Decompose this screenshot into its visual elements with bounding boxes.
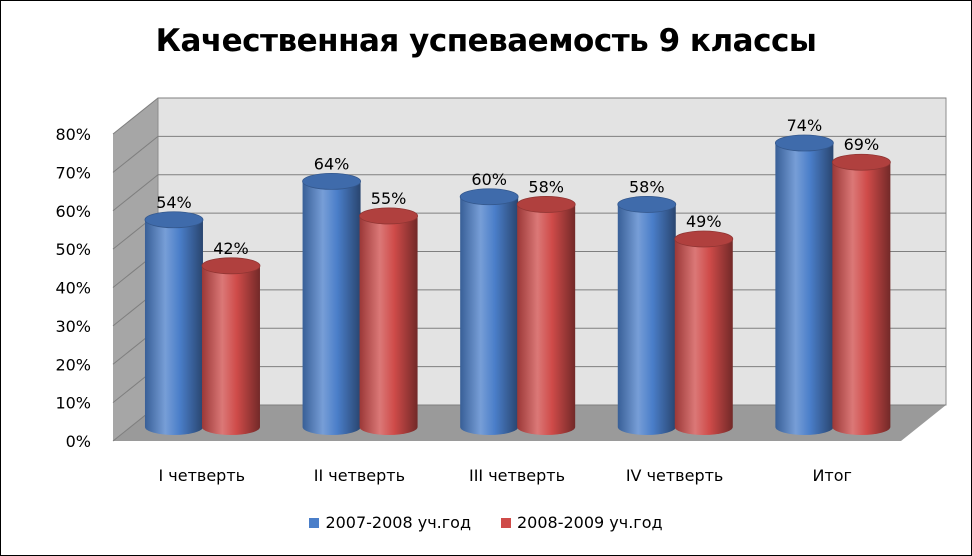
data-label: 64% (314, 154, 350, 173)
data-label: 49% (686, 212, 722, 231)
y-tick-label: 70% (55, 163, 91, 182)
data-label: 69% (844, 135, 880, 154)
bar-top-series-1 (774, 134, 834, 152)
y-tick-label: 0% (66, 432, 91, 451)
gridline-side (112, 135, 159, 173)
data-label: 74% (787, 116, 823, 135)
bar-series-1 (460, 196, 519, 435)
category-label: I четверть (158, 466, 245, 485)
category-label: III четверть (469, 466, 565, 485)
data-label: 58% (528, 177, 564, 196)
category-label: II четверть (314, 466, 405, 485)
legend: 2007-2008 уч.год 2008-2009 уч.год (1, 513, 971, 532)
bar-series-2 (674, 238, 733, 435)
y-tick-label: 30% (55, 317, 91, 336)
bar-series-1 (617, 204, 676, 435)
data-label: 42% (213, 239, 249, 258)
bar-top-series-2 (201, 257, 261, 275)
bar-top-series-2 (359, 207, 418, 225)
bar-top-series-1 (144, 211, 204, 229)
gridline-side (112, 97, 159, 135)
y-tick-label: 50% (55, 240, 91, 259)
bar-top-series-1 (617, 196, 677, 213)
legend-item-series-2: 2008-2009 уч.год (501, 513, 663, 532)
bar-series-2 (832, 162, 891, 435)
data-label: 58% (629, 177, 665, 196)
y-tick-label: 20% (55, 355, 91, 374)
legend-label-series-2: 2008-2009 уч.год (517, 513, 663, 532)
bar-top-series-2 (674, 230, 734, 248)
data-label: 60% (471, 170, 507, 189)
bar-series-1 (144, 219, 203, 435)
bar-top-series-2 (516, 196, 576, 213)
y-tick-label: 60% (55, 202, 91, 221)
legend-item-series-1: 2007-2008 уч.год (309, 513, 471, 532)
bar-top-series-2 (831, 153, 891, 171)
chart-title: Качественная успеваемость 9 классы (155, 23, 817, 59)
bar-series-2 (201, 265, 260, 435)
bar-series-1 (302, 181, 361, 435)
category-label: Итог (812, 466, 851, 485)
y-tick-label: 40% (55, 279, 91, 298)
legend-label-series-1: 2007-2008 уч.год (325, 513, 471, 532)
y-tick-label: 80% (55, 125, 91, 144)
gridline-side (112, 174, 159, 212)
bar-series-1 (775, 143, 834, 435)
data-label: 55% (371, 189, 407, 208)
bar-top-series-1 (459, 188, 519, 206)
category-label: IV четверть (626, 466, 724, 485)
data-label: 54% (156, 193, 192, 212)
bar-series-2 (517, 204, 576, 435)
legend-swatch-series-1 (309, 517, 320, 528)
bar-top-series-1 (302, 172, 361, 190)
legend-swatch-series-2 (501, 517, 511, 528)
y-tick-label: 10% (55, 394, 91, 413)
bar-series-2 (359, 215, 418, 435)
